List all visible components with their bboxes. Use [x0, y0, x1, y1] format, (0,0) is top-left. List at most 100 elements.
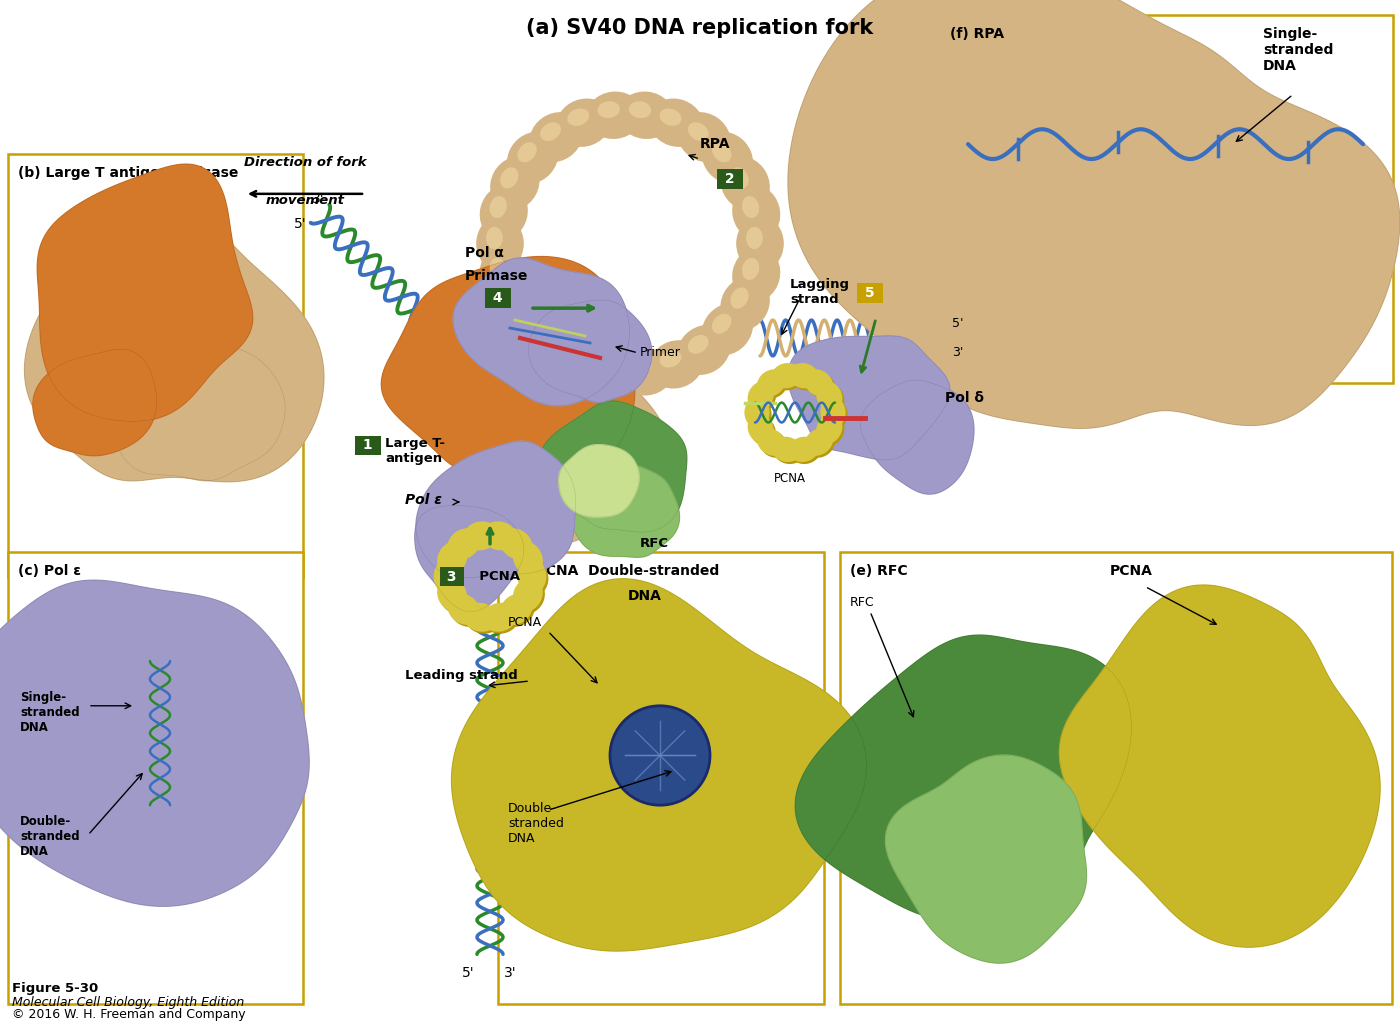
Ellipse shape	[742, 196, 759, 218]
Polygon shape	[885, 755, 1086, 963]
Circle shape	[610, 706, 710, 805]
Ellipse shape	[463, 522, 498, 550]
Ellipse shape	[587, 91, 643, 139]
Text: 5': 5'	[462, 967, 475, 980]
Text: PCNA: PCNA	[508, 616, 542, 629]
Ellipse shape	[701, 303, 753, 355]
Ellipse shape	[687, 335, 708, 354]
Ellipse shape	[440, 543, 469, 577]
Text: 3: 3	[442, 570, 462, 583]
Ellipse shape	[818, 384, 844, 413]
Ellipse shape	[515, 543, 545, 577]
Ellipse shape	[500, 287, 518, 309]
Ellipse shape	[745, 397, 770, 428]
Ellipse shape	[659, 108, 682, 126]
Text: Leading strand: Leading strand	[405, 669, 518, 682]
Ellipse shape	[617, 91, 673, 139]
Ellipse shape	[476, 216, 524, 271]
Text: Primase: Primase	[465, 269, 528, 283]
Text: (a) SV40 DNA replication fork: (a) SV40 DNA replication fork	[526, 17, 874, 38]
Ellipse shape	[713, 142, 731, 163]
Text: 4: 4	[489, 292, 508, 305]
Ellipse shape	[482, 603, 517, 632]
Ellipse shape	[773, 365, 804, 391]
Polygon shape	[414, 505, 524, 612]
Ellipse shape	[746, 227, 763, 250]
Text: PCNA: PCNA	[1110, 564, 1152, 578]
Ellipse shape	[771, 363, 802, 389]
Ellipse shape	[757, 429, 785, 455]
Ellipse shape	[771, 437, 802, 462]
FancyBboxPatch shape	[8, 154, 302, 577]
Polygon shape	[559, 445, 640, 517]
Text: Lagging
strand: Lagging strand	[790, 278, 850, 306]
Polygon shape	[538, 401, 687, 532]
Ellipse shape	[449, 530, 482, 562]
Ellipse shape	[480, 247, 528, 302]
Ellipse shape	[518, 314, 536, 333]
Ellipse shape	[567, 108, 589, 126]
Text: 1: 1	[358, 438, 378, 452]
Text: 5': 5'	[294, 217, 307, 230]
Ellipse shape	[512, 578, 543, 612]
Ellipse shape	[749, 384, 776, 413]
Ellipse shape	[490, 157, 539, 211]
Ellipse shape	[507, 132, 559, 184]
Text: Pol ε: Pol ε	[405, 493, 442, 507]
Text: (d) PCNA  Double-stranded: (d) PCNA Double-stranded	[508, 564, 720, 578]
Ellipse shape	[448, 593, 480, 625]
FancyBboxPatch shape	[938, 15, 1393, 383]
Text: (e) RFC: (e) RFC	[850, 564, 907, 578]
Ellipse shape	[484, 605, 519, 633]
Ellipse shape	[629, 358, 651, 374]
Text: Direction of fork: Direction of fork	[244, 155, 367, 169]
Ellipse shape	[805, 369, 833, 397]
Ellipse shape	[500, 168, 518, 188]
Ellipse shape	[687, 123, 708, 141]
Polygon shape	[795, 635, 1131, 921]
Ellipse shape	[490, 258, 507, 280]
FancyBboxPatch shape	[498, 551, 825, 1004]
Ellipse shape	[678, 325, 731, 375]
Ellipse shape	[540, 123, 561, 141]
Polygon shape	[529, 300, 652, 402]
Ellipse shape	[500, 593, 532, 625]
Ellipse shape	[437, 541, 468, 575]
Text: PCNA: PCNA	[774, 473, 806, 485]
Ellipse shape	[519, 561, 549, 596]
Ellipse shape	[463, 603, 498, 632]
Text: RPA: RPA	[700, 137, 731, 151]
Text: DNA: DNA	[629, 589, 662, 604]
Ellipse shape	[529, 325, 582, 375]
Ellipse shape	[486, 227, 503, 250]
Ellipse shape	[678, 113, 731, 163]
Ellipse shape	[773, 439, 804, 464]
Text: Pol α: Pol α	[465, 247, 504, 261]
Ellipse shape	[732, 185, 780, 240]
Ellipse shape	[749, 416, 776, 446]
Ellipse shape	[598, 101, 620, 118]
Ellipse shape	[736, 216, 784, 271]
Ellipse shape	[501, 595, 535, 627]
Polygon shape	[452, 579, 867, 951]
Ellipse shape	[820, 397, 846, 428]
Polygon shape	[416, 441, 575, 578]
Polygon shape	[571, 464, 679, 558]
Polygon shape	[788, 336, 951, 460]
Text: (b) Large T antigen helicase: (b) Large T antigen helicase	[18, 166, 238, 180]
Ellipse shape	[440, 580, 469, 614]
Ellipse shape	[816, 414, 843, 444]
Text: Molecular Cell Biology, Eighth Edition: Molecular Cell Biology, Eighth Edition	[13, 996, 244, 1009]
Polygon shape	[454, 258, 630, 406]
Ellipse shape	[648, 341, 704, 389]
Text: Large T-
antigen: Large T- antigen	[385, 438, 445, 465]
Text: 5': 5'	[952, 316, 963, 329]
Polygon shape	[108, 346, 286, 481]
Ellipse shape	[757, 369, 785, 397]
Ellipse shape	[759, 371, 788, 399]
Ellipse shape	[746, 399, 771, 430]
Ellipse shape	[742, 258, 759, 280]
Ellipse shape	[518, 142, 536, 163]
Text: 3': 3'	[504, 967, 517, 980]
Ellipse shape	[482, 522, 517, 550]
